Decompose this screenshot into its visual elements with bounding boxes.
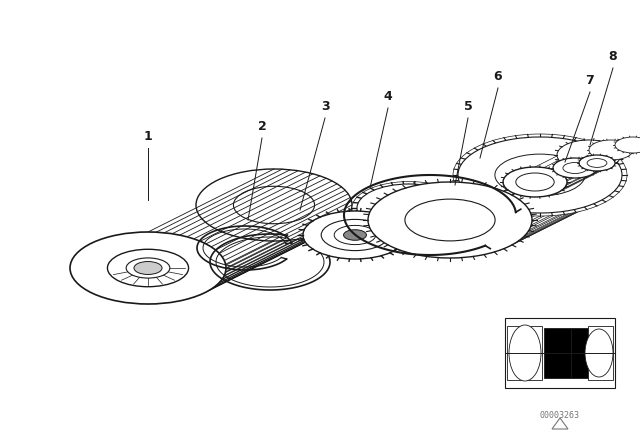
Ellipse shape [344,230,367,240]
Bar [571,328,588,378]
Ellipse shape [357,184,461,232]
Ellipse shape [453,134,627,216]
Ellipse shape [321,220,389,250]
Ellipse shape [458,137,622,213]
Bar [588,326,613,380]
Ellipse shape [587,159,607,168]
Ellipse shape [134,262,162,275]
Ellipse shape [334,225,376,245]
Ellipse shape [368,182,532,258]
Ellipse shape [70,232,226,304]
Text: 6: 6 [493,70,502,83]
Text: 3: 3 [321,100,330,113]
Ellipse shape [108,249,189,287]
Ellipse shape [352,181,466,234]
Ellipse shape [579,155,615,171]
Bar [505,318,615,388]
Ellipse shape [196,169,352,241]
Ellipse shape [557,140,621,170]
Ellipse shape [405,199,495,241]
Ellipse shape [509,325,541,381]
Ellipse shape [303,211,407,259]
Text: 4: 4 [383,90,392,103]
Ellipse shape [615,137,640,153]
Text: 2: 2 [258,120,266,133]
Ellipse shape [126,258,170,278]
Ellipse shape [516,173,554,191]
Bar [507,326,542,380]
Ellipse shape [589,140,633,160]
Text: 1: 1 [143,130,152,143]
Ellipse shape [495,154,585,196]
Ellipse shape [553,158,597,178]
Ellipse shape [563,163,587,173]
Ellipse shape [585,329,613,377]
Ellipse shape [503,167,567,197]
Text: 00003263: 00003263 [540,410,580,419]
Text: 5: 5 [463,100,472,113]
Text: 7: 7 [586,74,595,87]
Bar [543,328,571,378]
Text: 8: 8 [609,50,618,63]
Ellipse shape [234,186,315,224]
